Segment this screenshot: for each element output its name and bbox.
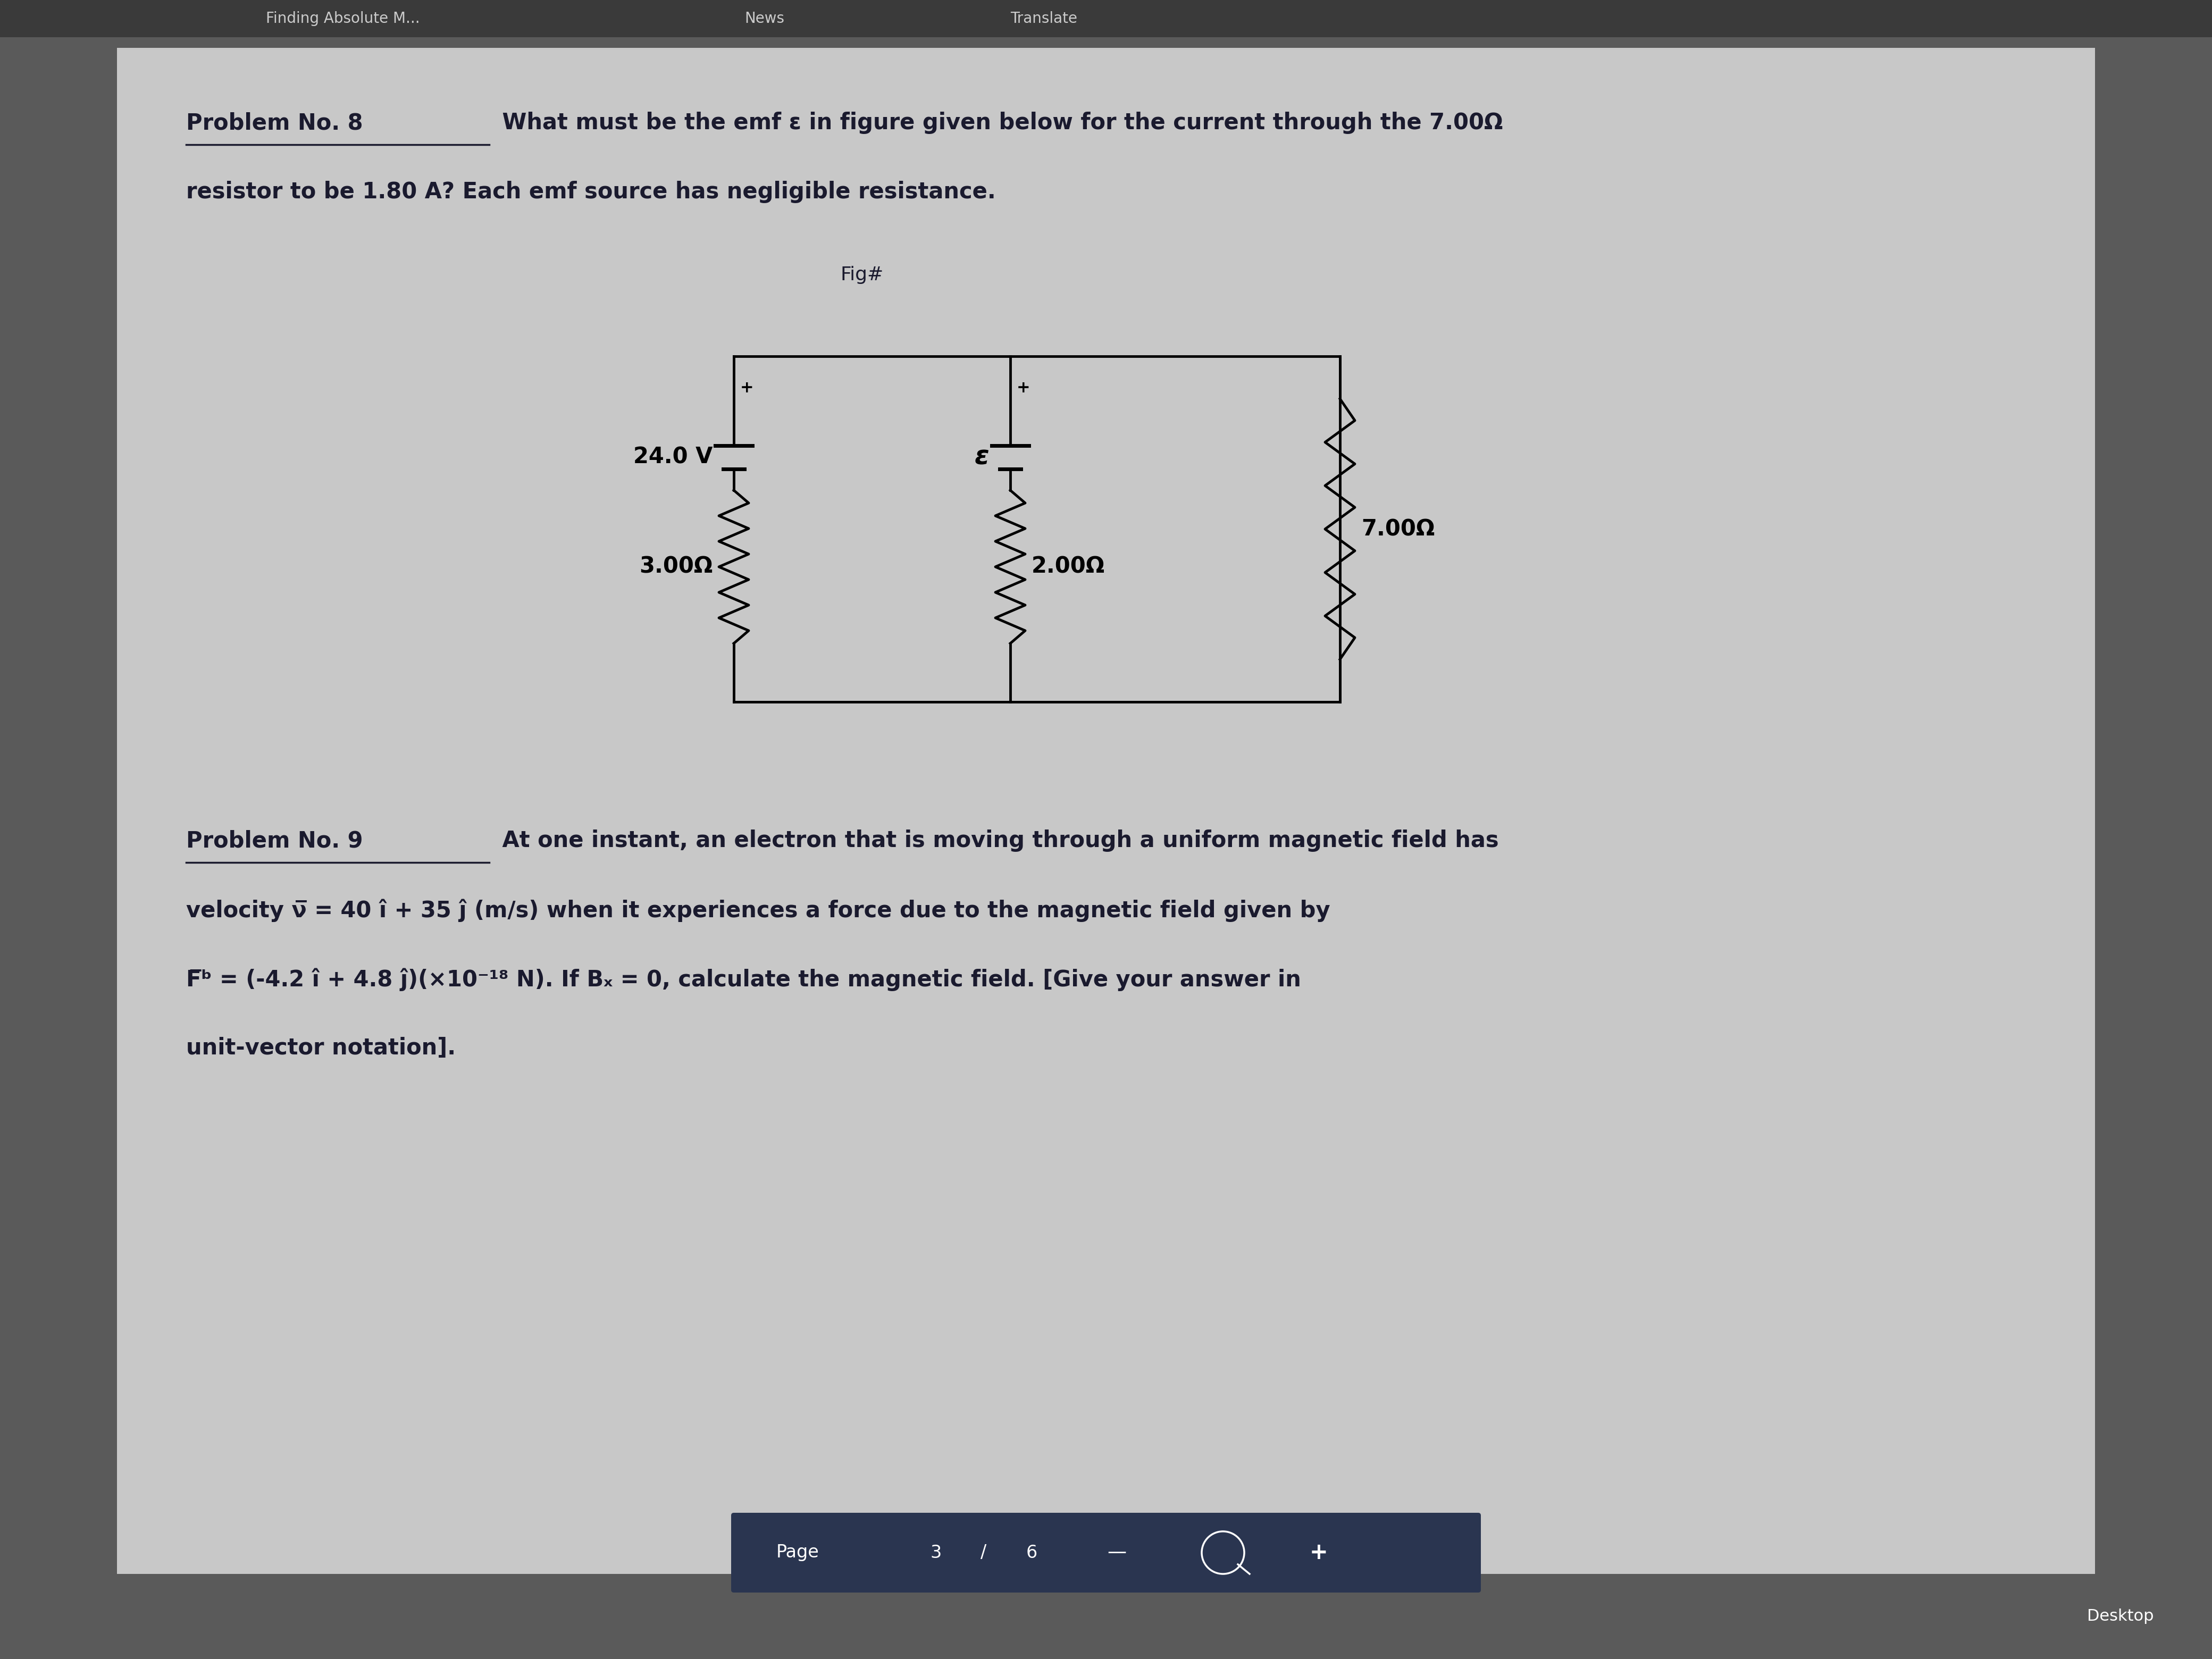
Text: +: + (1018, 380, 1031, 397)
Text: Desktop: Desktop (2086, 1609, 2154, 1624)
Text: Translate: Translate (1011, 12, 1077, 27)
FancyBboxPatch shape (117, 48, 2095, 1574)
Text: 2.00Ω: 2.00Ω (1031, 556, 1106, 577)
Text: 7.00Ω: 7.00Ω (1360, 518, 1436, 541)
Text: News: News (745, 12, 785, 27)
Text: Problem No. 8: Problem No. 8 (186, 111, 363, 134)
Text: +: + (1310, 1541, 1327, 1564)
Text: velocity ν̅ = 40 î + 35 ĵ (m/s) when it experiences a force due to the magnetic : velocity ν̅ = 40 î + 35 ĵ (m/s) when it … (186, 899, 1329, 922)
Text: 3: 3 (931, 1545, 942, 1561)
Text: Page: Page (776, 1545, 818, 1561)
Text: What must be the emf ε in figure given below for the current through the 7.00Ω: What must be the emf ε in figure given b… (495, 111, 1502, 134)
Text: 3.00Ω: 3.00Ω (639, 556, 712, 577)
Text: At one instant, an electron that is moving through a uniform magnetic field has: At one instant, an electron that is movi… (495, 830, 1500, 851)
Text: +: + (741, 380, 754, 397)
Text: F̅ᵇ = (-4.2 î + 4.8 ĵ)(×10⁻¹⁸ N). If Bₓ = 0, calculate the magnetic field. [Give: F̅ᵇ = (-4.2 î + 4.8 ĵ)(×10⁻¹⁸ N). If Bₓ … (186, 967, 1301, 990)
FancyBboxPatch shape (732, 1513, 1480, 1593)
Text: —: — (1106, 1543, 1126, 1561)
Text: resistor to be 1.80 A? Each emf source has negligible resistance.: resistor to be 1.80 A? Each emf source h… (186, 181, 995, 202)
Text: 6: 6 (1026, 1545, 1037, 1561)
Text: unit-vector notation].: unit-vector notation]. (186, 1037, 456, 1058)
Text: 24.0 V: 24.0 V (633, 446, 712, 468)
Text: Fig#: Fig# (841, 265, 883, 284)
FancyBboxPatch shape (0, 0, 2212, 36)
Text: /: / (980, 1545, 987, 1561)
Text: Finding Absolute M...: Finding Absolute M... (265, 12, 420, 27)
Text: Problem No. 9: Problem No. 9 (186, 830, 363, 851)
Text: ε: ε (973, 445, 989, 469)
